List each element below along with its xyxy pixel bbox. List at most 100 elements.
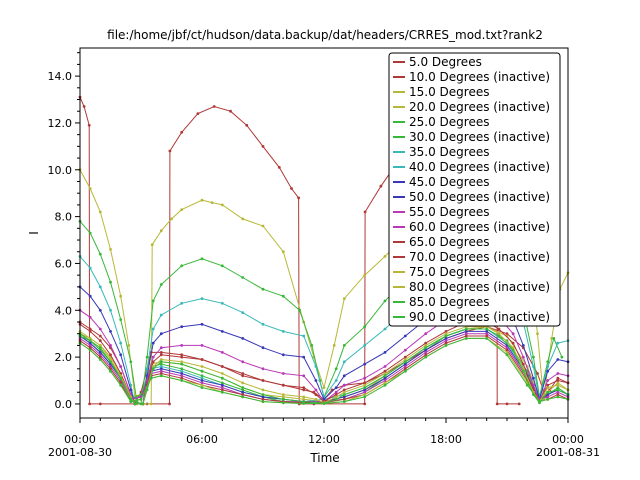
data-point [159,351,163,354]
data-point [261,400,265,403]
data-point [200,365,204,368]
data-point [159,313,163,317]
data-point [180,362,184,366]
data-point [342,383,346,387]
data-point [281,294,285,298]
data-point [363,344,367,347]
data-point [485,337,489,340]
data-point [200,379,204,382]
data-point [200,383,204,387]
data-point [464,330,468,333]
data-point [151,341,155,345]
data-point [261,145,265,148]
legend-item: 70.0 Degrees (inactive) [393,250,550,264]
chart-title: file:/home/jbf/ct/hudson/data.backup/dat… [107,28,543,42]
legend-item: 50.0 Degrees (inactive) [393,190,550,204]
data-point [200,381,204,385]
data-point [200,386,204,389]
data-point [314,393,318,396]
x-tick-label: 06:00 [186,433,218,446]
data-point [546,397,550,401]
data-point [464,337,468,340]
data-point [403,362,407,366]
data-point [532,355,535,359]
data-point [159,283,163,286]
data-point [403,369,407,373]
data-point [281,393,285,396]
data-point [546,390,550,394]
data-point [261,322,265,326]
legend-label: 35.0 Degrees [409,145,489,159]
series-16 [78,327,570,406]
data-point [556,393,560,396]
legend-box [388,52,561,327]
data-point [363,402,367,406]
data-point [281,353,285,357]
y-tick-label: 6.0 [55,257,73,270]
data-point [314,379,318,382]
data-point [383,372,387,375]
data-point [180,372,184,375]
data-point [151,360,155,364]
data-point [241,381,245,385]
x-tick-label: 18:00 [430,433,462,446]
data-point [200,376,204,380]
data-point [424,346,428,350]
data-point [556,341,560,345]
data-point [241,374,245,378]
data-point [546,395,550,399]
data-point [98,358,102,361]
data-point [322,402,326,405]
data-point [180,374,184,378]
data-point [200,374,204,378]
data-point [485,327,489,331]
data-point [302,397,306,401]
data-point [505,348,509,352]
data-point [485,330,489,333]
data-point [98,327,102,331]
data-point [363,273,367,277]
data-point [334,367,338,371]
data-point [290,187,293,190]
data-point [497,332,501,336]
data-point [383,327,387,331]
data-point [546,386,550,389]
data-point [245,123,249,127]
data-point [149,376,153,380]
data-point [159,372,163,375]
legend-item: 15.0 Degrees [393,85,489,99]
data-point [119,376,123,380]
data-point [180,130,184,134]
x-tick-label: 00:00 [552,433,584,446]
data-point [444,337,448,340]
data-point [151,355,155,359]
data-point [180,376,184,380]
data-point [109,308,112,312]
legend-label: 75.0 Degrees [409,265,489,279]
data-point [119,294,123,298]
data-point [261,346,265,350]
legend-label: 80.0 Degrees (inactive) [409,280,550,294]
data-point [403,360,407,364]
data-point [88,330,92,333]
y-tick-label: 8.0 [55,211,73,224]
data-point [109,367,112,371]
legend-label: 55.0 Degrees [409,205,489,219]
data-point [383,299,387,303]
data-point [220,381,224,385]
data-point [521,344,525,347]
data-point [342,388,346,392]
data-point [98,351,102,354]
data-point [314,365,318,368]
data-point [424,341,428,345]
data-point [150,243,154,247]
data-point [88,187,92,190]
data-point [403,358,407,361]
data-point [149,402,153,406]
data-point [556,386,560,389]
data-point [261,388,265,392]
data-point [550,337,554,340]
data-point [151,327,155,331]
data-point [159,374,163,378]
